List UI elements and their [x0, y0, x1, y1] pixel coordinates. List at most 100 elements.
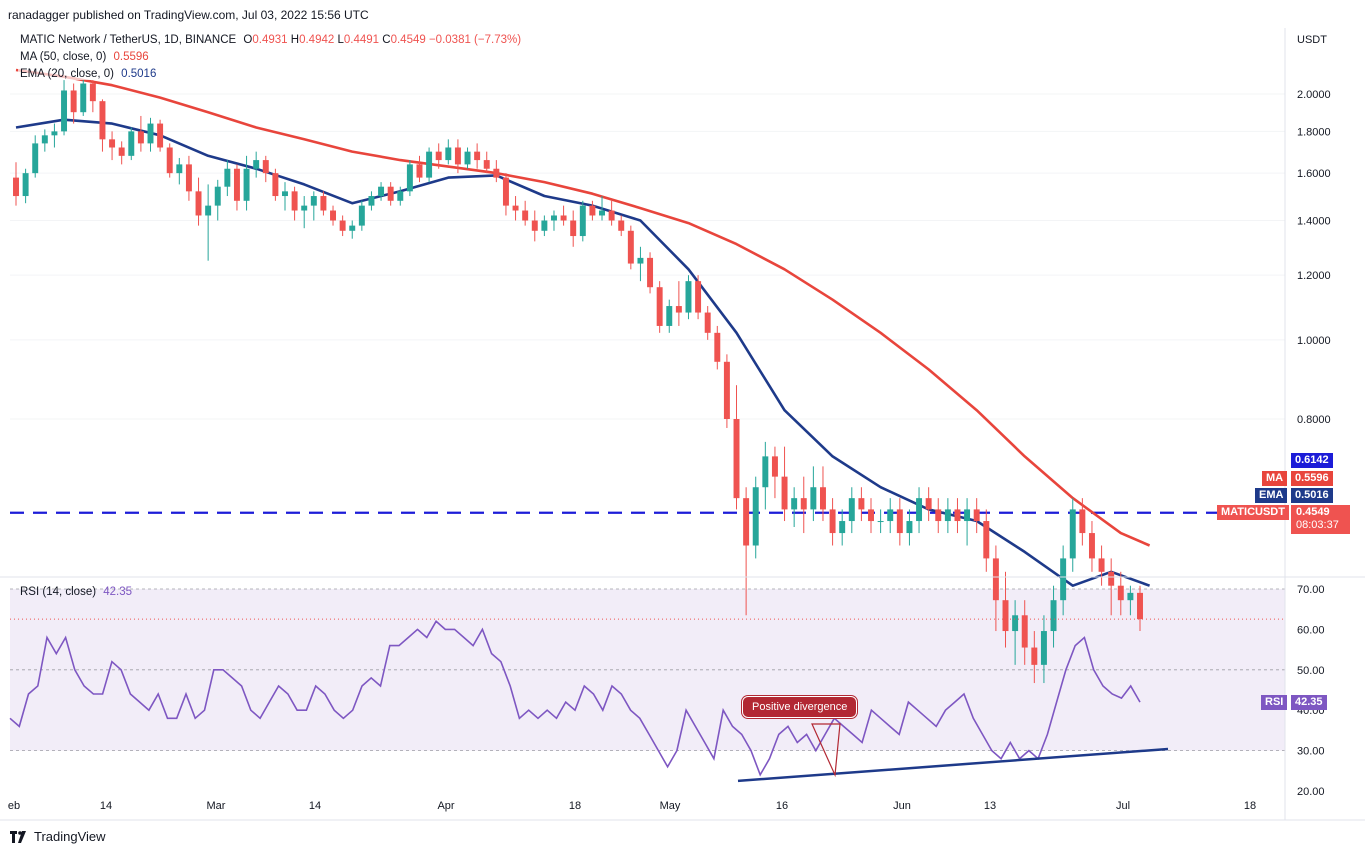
candle [41, 129, 48, 152]
candle [70, 83, 77, 124]
candle [781, 446, 788, 522]
candle-body [349, 225, 356, 231]
candle [666, 299, 673, 333]
positive-divergence-callout[interactable]: Positive divergence [742, 696, 858, 718]
candle-body [1002, 600, 1009, 632]
rsi-legend-name: RSI (14, close) [20, 586, 97, 598]
candle [502, 173, 509, 216]
rsi-line [9, 620, 1141, 777]
candle [320, 191, 327, 216]
ema-legend[interactable]: EMA (20, close, 0) 0.5016 [18, 68, 159, 80]
candle-body [973, 509, 980, 522]
candle [253, 151, 260, 178]
candle-body [695, 281, 702, 313]
time-tick-label: 18 [569, 800, 581, 812]
candle [99, 99, 106, 152]
candle-body [387, 186, 394, 201]
candle-body [512, 205, 519, 211]
candle [743, 487, 750, 616]
candle [868, 498, 874, 534]
candle [464, 147, 471, 169]
candle [368, 191, 375, 211]
candle [349, 220, 356, 239]
ma-legend[interactable]: MA (50, close, 0) 0.5596 [18, 51, 151, 63]
candle [233, 164, 240, 211]
candle-body [1088, 533, 1095, 559]
candle-body [522, 210, 529, 221]
candle-body [656, 287, 663, 326]
candle-body [1069, 509, 1076, 559]
candle-body [291, 191, 298, 211]
open-label: O [243, 34, 253, 46]
rsi-legend[interactable]: RSI (14, close) 42.35 [18, 586, 134, 598]
rsi-path [9, 620, 1141, 777]
candle [185, 155, 192, 201]
candle-body [925, 498, 932, 510]
candle-body [704, 312, 711, 333]
candle [589, 200, 596, 221]
last-price-badge: 0.4549 08:03:37 [1291, 505, 1350, 534]
candle [944, 498, 951, 534]
ma-legend-value: 0.5596 [113, 51, 149, 63]
time-tick-label: Jun [893, 800, 911, 812]
candle-body [368, 196, 375, 206]
candle [579, 200, 586, 242]
candle-body [675, 306, 682, 313]
ma50-path [15, 68, 1151, 547]
candle-body [637, 257, 644, 264]
candle-body [301, 205, 308, 211]
candle [954, 498, 961, 534]
candle [61, 80, 68, 136]
candle [887, 498, 894, 534]
candle [560, 205, 567, 226]
candle [118, 141, 125, 165]
candle-body [992, 558, 999, 601]
candle [916, 487, 923, 534]
candle [800, 476, 807, 534]
candle-body [791, 498, 798, 510]
candle-body [666, 306, 673, 326]
price-tick-label: 1.0000 [1297, 335, 1331, 347]
candle [1031, 631, 1038, 684]
candle [819, 466, 826, 522]
low-value: 0.4491 [343, 34, 380, 46]
tradingview-logo-icon [10, 830, 26, 843]
candle-body [608, 210, 615, 221]
time-tick-label: 16 [776, 800, 788, 812]
candle [51, 123, 58, 148]
candle-body [599, 210, 605, 216]
candle [733, 385, 740, 510]
candle [435, 143, 442, 169]
rsi-tick-label: 70.00 [1297, 584, 1325, 596]
candle [656, 281, 663, 333]
time-tick-label: Mar [207, 800, 226, 812]
symbol-legend[interactable]: MATIC Network / TetherUS, 1D, BINANCE O0… [18, 34, 524, 46]
symbol-badge-label: MATICUSDT [1217, 505, 1289, 520]
ma-legend-name: MA (50, close, 0) [20, 51, 107, 63]
candle [195, 177, 202, 226]
candle-body [195, 191, 202, 216]
candle-body [627, 230, 634, 264]
ema-legend-value: 0.5016 [121, 68, 157, 80]
candle [445, 139, 452, 165]
candle-body [1021, 615, 1028, 648]
candle-body [1108, 571, 1115, 586]
candle-body [118, 147, 125, 156]
candle-body [224, 168, 231, 187]
high-label: H [290, 34, 300, 46]
candle [723, 354, 730, 428]
candle-body [454, 147, 461, 165]
candle-body [493, 168, 500, 178]
candle [406, 160, 413, 197]
candle [992, 545, 999, 632]
candle [147, 117, 154, 152]
candle-body [147, 123, 154, 144]
candle-body [800, 498, 807, 510]
ma-badge: 0.5596 [1291, 471, 1333, 486]
candle-body [1031, 647, 1038, 665]
ma50-line [15, 68, 1151, 547]
footer-brand[interactable]: TradingView [10, 829, 106, 844]
candle-body [743, 498, 750, 546]
candle [224, 160, 231, 197]
